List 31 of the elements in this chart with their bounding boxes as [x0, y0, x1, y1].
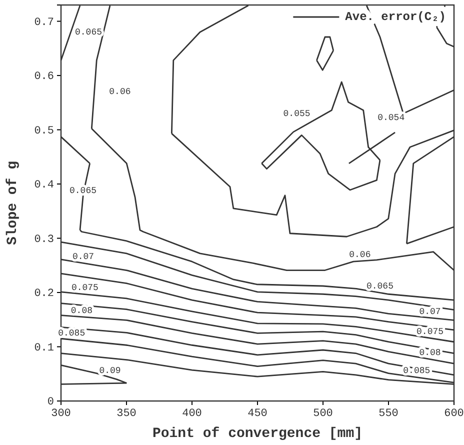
x-tick-label: 450 — [248, 408, 268, 420]
annotation: 0.07 — [72, 252, 94, 262]
annotation: 0.065 — [366, 282, 394, 292]
y-tick-label: 0.2 — [34, 288, 54, 300]
y-tick-label: 0.6 — [34, 71, 54, 84]
annotation: 0.054 — [378, 112, 405, 123]
x-tick-label: 300 — [51, 408, 71, 420]
y-tick-label: 0 — [47, 396, 54, 409]
y-tick-label: 0.7 — [34, 16, 54, 29]
annotation: 0.07 — [419, 307, 441, 318]
annotation: 0.06 — [109, 87, 131, 98]
annotation: 0.08 — [70, 306, 93, 316]
annotation: 0.06 — [349, 250, 371, 260]
annotation: 0.065 — [75, 28, 102, 38]
x-axis-title: Point of convergence [mm] — [152, 426, 363, 442]
annotation: 0.08 — [419, 348, 441, 358]
y-tick-label: 0.5 — [34, 125, 54, 138]
annotation: 0.055 — [283, 108, 310, 119]
annotation: 0.075 — [416, 327, 444, 338]
y-tick-label: 0.1 — [34, 342, 54, 354]
annotation: 0.075 — [71, 283, 98, 294]
x-tick-label: 400 — [182, 408, 202, 420]
annotation: 0.085 — [403, 366, 430, 376]
x-tick-label: 600 — [444, 408, 464, 420]
x-tick-label: 350 — [116, 408, 136, 420]
x-tick-label: 500 — [313, 408, 333, 420]
x-tick-label: 550 — [378, 408, 398, 420]
y-tick-label: 0.3 — [34, 234, 54, 246]
y-axis-title: Slope of g — [5, 160, 21, 246]
y-tick-label: 0.4 — [34, 180, 54, 192]
annotation: 0.09 — [99, 366, 121, 376]
